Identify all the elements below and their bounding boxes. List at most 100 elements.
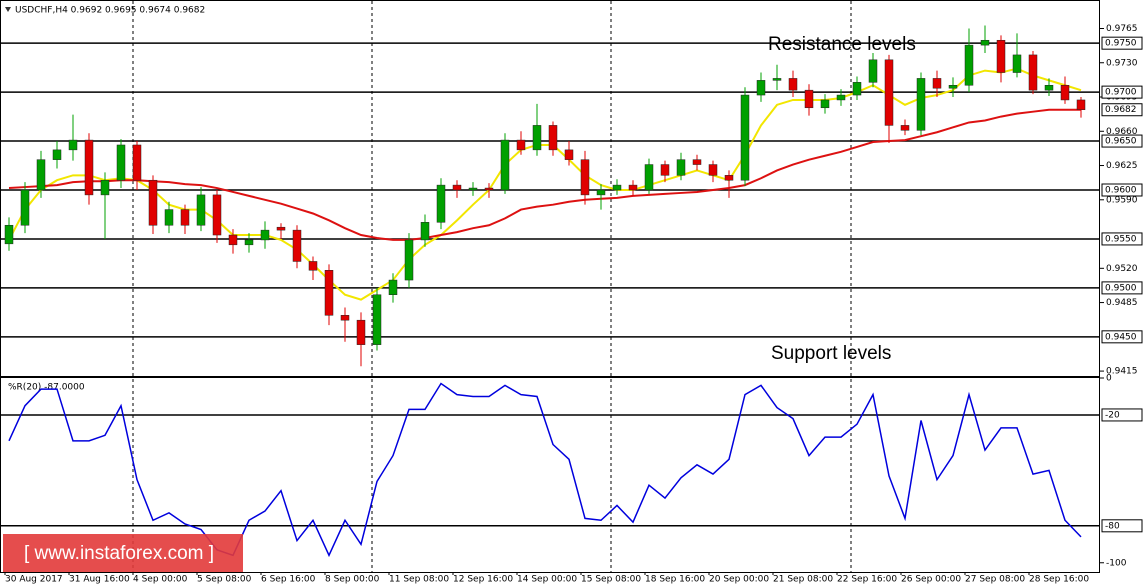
candle-body — [308, 261, 318, 271]
x-tick-label: 27 Sep 08:00 — [965, 575, 1025, 585]
annotation: Support levels — [771, 343, 891, 364]
level-label: -20 — [1105, 410, 1120, 420]
x-tick-label: 20 Sep 00:00 — [709, 575, 769, 585]
level-label: -80 — [1105, 521, 1120, 531]
level-label: 0.9600 — [1105, 186, 1137, 196]
level-label-box — [1101, 134, 1143, 148]
level-label-box — [1101, 330, 1143, 344]
candle-body — [452, 184, 462, 191]
candle-body — [740, 94, 750, 181]
candle-body — [756, 80, 766, 96]
candle-body — [36, 159, 46, 191]
candle-body — [564, 149, 574, 160]
candle-body — [532, 125, 542, 151]
candle-body — [68, 139, 78, 151]
candle-body — [84, 139, 94, 196]
y-tick-label: 0.9590 — [1106, 195, 1138, 205]
level-label: 0.9550 — [1105, 234, 1137, 244]
candle-body — [404, 239, 414, 281]
moving-average — [8, 108, 1081, 241]
candle-body — [132, 144, 142, 181]
x-tick-label: 14 Sep 00:00 — [517, 575, 577, 585]
candle-body — [388, 279, 398, 295]
indicator-line — [8, 382, 1082, 558]
candle-body — [820, 99, 830, 109]
marks: 0.97650.97300.96950.96600.96250.95900.95… — [1, 24, 1143, 585]
candle-body — [164, 209, 174, 226]
level-label-box — [1101, 232, 1143, 246]
indicator-title: %R(20) -87.0000 — [8, 383, 85, 393]
candle-body — [340, 315, 350, 321]
candle-body — [1076, 99, 1086, 110]
candle-body — [20, 189, 30, 226]
candle-body — [644, 164, 654, 191]
candle-body — [1012, 54, 1022, 73]
candle-body — [724, 175, 734, 181]
candle-body — [804, 89, 814, 109]
candle-body — [612, 184, 622, 191]
candle-body — [324, 270, 334, 316]
candle-body — [500, 139, 510, 191]
level-label-box — [1101, 408, 1143, 422]
x-tick-label: 22 Sep 16:00 — [837, 575, 897, 585]
x-tick-label: 15 Sep 08:00 — [581, 575, 641, 585]
x-tick-label: 12 Sep 16:00 — [453, 575, 513, 585]
x-tick-label: 28 Sep 16:00 — [1029, 575, 1089, 585]
candle-body — [1060, 85, 1070, 101]
last-price-box — [1101, 103, 1143, 117]
week-separators — [132, 1, 852, 572]
x-tick-label: 8 Sep 00:00 — [325, 575, 380, 585]
candle-body — [580, 159, 590, 196]
y-tick-label: -100 — [1106, 558, 1127, 568]
watermark: [ www.instaforex.com ] — [24, 543, 214, 564]
level-label-box — [1101, 85, 1143, 99]
candle-body — [372, 294, 382, 345]
level-label-box — [1101, 183, 1143, 197]
x-tick-label: 31 Aug 16:00 — [69, 575, 130, 585]
x-tick-label: 4 Sep 00:00 — [133, 575, 188, 585]
candle-body — [628, 184, 638, 191]
candle-body — [100, 179, 110, 196]
symbol-icon — [5, 7, 11, 12]
candle-body — [852, 82, 862, 96]
candle-body — [484, 187, 494, 191]
candle-body — [436, 184, 446, 223]
candle-body — [676, 159, 686, 176]
last-price-label: 0.9682 — [1105, 105, 1137, 115]
candle-body — [468, 187, 478, 191]
candle-body — [260, 229, 270, 241]
y-tick-label: 0.9520 — [1106, 264, 1138, 274]
level-label: 0.9650 — [1105, 137, 1137, 147]
x-tick-label: 5 Sep 08:00 — [197, 575, 252, 585]
candle-body — [868, 59, 878, 83]
candle-body — [836, 94, 846, 101]
candle-body — [788, 78, 798, 91]
candle-body — [196, 194, 206, 226]
y-tick-label: 0.9660 — [1106, 127, 1138, 137]
candle-body — [660, 164, 670, 176]
y-tick-label: 0.9765 — [1106, 24, 1138, 34]
candle-body — [1044, 85, 1054, 91]
candle-body — [692, 159, 702, 165]
x-tick-label: 11 Sep 08:00 — [389, 575, 449, 585]
y-tick-label: 0.9415 — [1106, 367, 1138, 377]
x-tick-label: 6 Sep 16:00 — [261, 575, 316, 585]
x-tick-label: 21 Sep 08:00 — [773, 575, 833, 585]
candle-body — [420, 222, 430, 241]
y-tick-label: 0.9730 — [1106, 58, 1138, 68]
candle-body — [244, 239, 254, 246]
candle-body — [276, 226, 286, 231]
candle-body — [932, 78, 942, 89]
level-label-box — [1101, 519, 1143, 533]
candle-body — [548, 125, 558, 151]
candle-body — [772, 78, 782, 81]
candle-body — [516, 139, 526, 151]
y-tick-label: 0.9485 — [1106, 298, 1138, 308]
candle-body — [948, 85, 958, 89]
candle-body — [996, 39, 1006, 73]
level-label: 0.9700 — [1105, 88, 1137, 98]
watermark-box — [3, 534, 243, 572]
price-panel — [0, 0, 1100, 377]
candle-body — [884, 59, 894, 126]
level-label-box — [1101, 281, 1143, 295]
